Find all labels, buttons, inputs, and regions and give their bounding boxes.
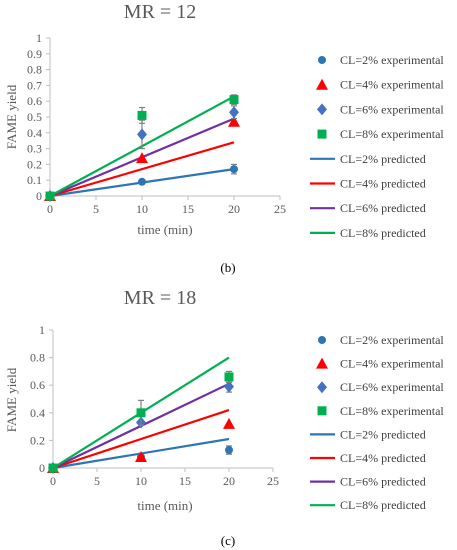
x-tick-label: 20 xyxy=(223,474,235,488)
legend-marker-circle xyxy=(318,56,326,64)
legend-label: CL=6% predicted xyxy=(340,201,426,215)
y-tick-label: 0.4 xyxy=(30,406,45,420)
chart-c: MR = 18 time (min) FAME yield (c) 0 0.2 0.… xyxy=(4,287,444,548)
x-tick-label: 10 xyxy=(135,474,147,488)
predicted-line xyxy=(49,141,235,198)
x-tick-label: 0 xyxy=(47,202,53,216)
chart-b-panel-label: (b) xyxy=(220,260,235,275)
y-tick-label: 0.4 xyxy=(27,126,42,140)
x-tick-label: 15 xyxy=(182,202,194,216)
data-point-circle xyxy=(138,177,146,186)
legend-marker-triangle xyxy=(316,78,328,90)
x-tick-label: 25 xyxy=(267,474,279,488)
data-point-diamond xyxy=(137,128,147,141)
y-tick-label: 0.1 xyxy=(27,173,42,187)
legend-label: CL=8% experimental xyxy=(340,127,444,141)
chart-c-xlabel: time (min) xyxy=(137,498,192,513)
x-tick-label: 5 xyxy=(93,202,99,216)
data-point-diamond xyxy=(229,106,239,119)
chart-b-title: MR = 12 xyxy=(124,1,196,23)
data-point-square xyxy=(48,463,58,473)
chart-b-ylabel: FAME yield xyxy=(4,84,19,149)
y-tick-label: 0.6 xyxy=(30,378,45,392)
legend-label: CL=6% experimental xyxy=(340,102,444,116)
legend-marker-triangle xyxy=(316,357,328,369)
legend-label: CL=2% predicted xyxy=(340,152,426,166)
legend-label: CL=2% experimental xyxy=(340,333,444,347)
data-point-square xyxy=(136,408,146,418)
legend-marker-diamond xyxy=(317,103,327,116)
chart-b-plot: 00.10.20.30.40.50.60.70.80.910 5 10 15 20 25C… xyxy=(27,31,444,240)
data-point-square xyxy=(229,95,239,105)
legend-label: CL=8% experimental xyxy=(340,404,444,418)
y-tick-label: 0.5 xyxy=(27,110,42,124)
legend-label: CL=2% experimental xyxy=(340,53,444,67)
y-tick-label: 0.8 xyxy=(30,351,45,365)
legend-label: CL=4% experimental xyxy=(340,78,444,92)
data-point-square xyxy=(224,372,234,382)
data-point-triangle xyxy=(223,417,235,429)
y-tick-label: 0.7 xyxy=(27,78,42,92)
legend-label: CL=4% predicted xyxy=(340,451,426,465)
y-tick-label: 0.2 xyxy=(27,157,42,171)
legend-label: CL=6% experimental xyxy=(340,380,444,394)
legend-label: CL=4% experimental xyxy=(340,357,444,371)
x-tick-label: 15 xyxy=(179,474,191,488)
x-tick-label: 20 xyxy=(228,202,240,216)
legend-marker-diamond xyxy=(317,381,327,394)
data-point-circle xyxy=(225,446,233,455)
predicted-line xyxy=(52,408,230,470)
chart-b-xlabel: time (min) xyxy=(137,222,192,237)
y-tick-label: 0 xyxy=(39,461,45,475)
data-point-triangle xyxy=(135,450,147,462)
chart-b: MR = 12 time (min) FAME yield (b) 0 0.1 0.… xyxy=(4,1,444,275)
data-point-diamond xyxy=(224,380,234,393)
data-point-triangle xyxy=(228,115,240,127)
legend-marker-square xyxy=(317,406,327,416)
legend-marker-square xyxy=(317,129,327,139)
y-tick-label: 0.2 xyxy=(30,433,45,447)
legend-marker-circle xyxy=(318,336,326,344)
y-tick-label: 0.9 xyxy=(27,47,42,61)
chart-c-panel-label: (c) xyxy=(221,533,235,548)
data-point-square xyxy=(45,191,55,201)
legend-label: CL=6% predicted xyxy=(340,475,426,489)
legend-label: CL=8% predicted xyxy=(340,226,426,240)
y-tick-label: 0 xyxy=(36,189,42,203)
x-tick-label: 10 xyxy=(136,202,148,216)
chart-c-ylabel: FAME yield xyxy=(4,367,19,432)
chart-c-title: MR = 18 xyxy=(124,287,196,309)
legend-label: CL=4% predicted xyxy=(340,177,426,191)
y-tick-label: 0.8 xyxy=(27,63,42,77)
legend-label: CL=2% predicted xyxy=(340,427,426,441)
x-tick-label: 0 xyxy=(50,474,56,488)
x-tick-label: 25 xyxy=(274,202,286,216)
y-tick-label: 0.3 xyxy=(27,142,42,156)
legend-label: CL=8% predicted xyxy=(340,498,426,512)
data-point-square xyxy=(137,110,147,120)
data-point-circle xyxy=(230,165,238,174)
data-point-triangle xyxy=(136,152,148,164)
y-tick-label: 0.6 xyxy=(27,94,42,108)
x-tick-label: 5 xyxy=(94,474,100,488)
y-tick-label: 1 xyxy=(39,323,45,337)
y-tick-label: 1 xyxy=(36,31,42,45)
